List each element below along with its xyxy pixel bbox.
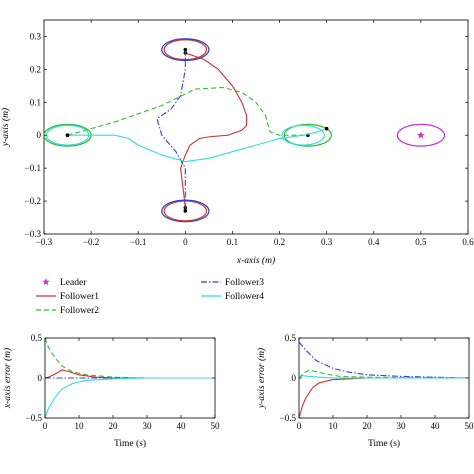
legend-follower1-label: Follower1: [60, 292, 99, 302]
y-error-xtick-label: 40: [431, 421, 441, 431]
trajectory-follower4-ellipse: [281, 124, 325, 146]
trajectory-ytick-label: −0.1: [25, 163, 41, 173]
trajectory-follower3-ellipse: [161, 38, 210, 62]
trajectory-ylabel: y-axis (m): [0, 108, 11, 147]
trajectory-follower1-ellipse: [163, 39, 208, 61]
y-error-follower2-line: [299, 369, 469, 379]
y-error-ytick-label: −0.5: [280, 413, 297, 423]
legend-leader-marker: [42, 278, 50, 286]
y-error-xtick-label: 0: [297, 421, 302, 431]
x-error-follower4-line: [45, 377, 215, 418]
trajectory-leader-ellipse: [396, 123, 446, 147]
x-error-xtick-label: 10: [75, 421, 85, 431]
legend: Leader Follower1 Follower2 Follower3 Followe…: [36, 278, 264, 316]
trajectory-follower3-endpoint: [183, 209, 188, 213]
x-error-ytick-label: 0.5: [31, 333, 43, 343]
trajectory-ytick-label: 0.3: [30, 31, 42, 41]
y-error-plot: 0 10 20 30 40 50−0.500.5 Time (s) y-axis erro…: [256, 333, 474, 449]
trajectory-ytick-label: −0.3: [25, 229, 42, 239]
trajectory-ytick-label: 0: [37, 130, 42, 140]
trajectory-xtick-label: 0: [183, 237, 188, 247]
trajectory-xtick-label: 0.6: [462, 237, 474, 247]
y-error-xtick-label: 10: [329, 421, 339, 431]
trajectory-follower2-line: [67, 86, 308, 136]
trajectory-plot-frame: [43, 19, 469, 235]
x-error-xtick-label: 50: [211, 421, 221, 431]
trajectory-xtick-label: 0.5: [415, 237, 427, 247]
trajectory-follower4-endpoint: [324, 126, 329, 131]
trajectory-follower4-line: [67, 128, 327, 163]
trajectory-ytick-label: 0.1: [30, 97, 41, 107]
trajectory-xlabel: x-axis (m): [236, 255, 275, 266]
trajectory-leader-star: [417, 131, 425, 139]
trajectory-ytick-label: 0.2: [30, 64, 41, 74]
trajectory-xtick-label: 0.3: [321, 237, 333, 247]
x-error-ylabel: x-axis error (m): [2, 348, 13, 409]
trajectory-xtick-label: 0.2: [274, 237, 285, 247]
trajectory-xtick-label: 0.1: [227, 237, 238, 247]
trajectory-follower1-line: [180, 52, 248, 208]
x-error-ytick-label: −0.5: [26, 413, 43, 423]
x-error-ytick-label: 0: [38, 373, 43, 383]
x-error-xtick-label: 20: [109, 421, 119, 431]
trajectory-xtick-label: −0.1: [130, 237, 146, 247]
y-error-xtick-label: 50: [465, 421, 474, 431]
y-error-xtick-label: 30: [397, 421, 407, 431]
x-error-xtick-label: 0: [43, 421, 48, 431]
y-error-follower3-line: [299, 341, 469, 379]
legend-follower4-label: Follower4: [225, 292, 264, 302]
y-error-follower1-line: [299, 377, 469, 418]
trajectory-follower3-line: [156, 49, 186, 211]
trajectory-xtick-label: −0.2: [83, 237, 99, 247]
y-error-follower4-line: [299, 375, 469, 379]
trajectory-follower4-endpoint: [65, 133, 70, 138]
trajectory-xtick-label: 0.4: [368, 237, 380, 247]
trajectory-xtick-label: −0.3: [36, 237, 53, 247]
legend-leader-label: Leader: [60, 278, 87, 288]
y-error-ytick-label: 0: [292, 373, 297, 383]
x-error-xtick-label: 40: [177, 421, 187, 431]
y-error-xtick-label: 20: [363, 421, 373, 431]
y-error-xlabel: Time (s): [368, 438, 400, 449]
x-error-xtick-label: 30: [143, 421, 153, 431]
trajectory-plot: −0.3 −0.2 −0.1 0 0.1 0.2 0.3 0.4 0.5 0.6 −0.3 −0.2 −…: [0, 19, 474, 266]
y-error-ytick-label: 0.5: [285, 333, 297, 343]
trajectory-ytick-label: −0.2: [25, 196, 41, 206]
x-error-plot: 0 10 20 30 40 50−0.500.5 Time (s) x-axis erro…: [2, 333, 220, 449]
trajectory-follower3-endpoint: [183, 47, 188, 52]
x-error-xlabel: Time (s): [114, 438, 146, 449]
y-error-ylabel: y-axis error (m): [256, 348, 267, 409]
legend-follower3-label: Follower3: [225, 278, 264, 288]
legend-follower2-label: Follower2: [60, 306, 99, 316]
trajectory-follower1-ellipse: [163, 200, 208, 222]
